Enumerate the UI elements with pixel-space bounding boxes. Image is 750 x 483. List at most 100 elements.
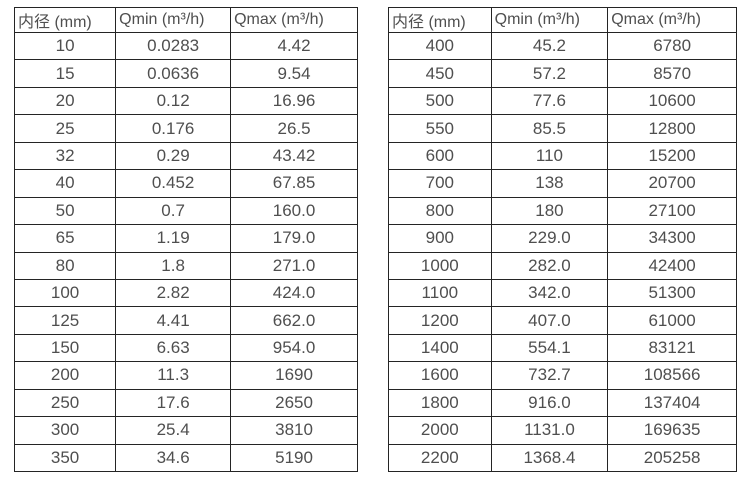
table-cell: 1000 — [388, 251, 492, 280]
table-cell: 110 — [490, 141, 609, 171]
table-cell: 83121 — [607, 333, 737, 363]
table-row: 65 1.19 179.0 — [13, 224, 358, 253]
table-row: 900 229.0 34300 — [388, 224, 737, 253]
table-cell: 0.12 — [115, 86, 232, 116]
table-row: 500 77.6 10600 — [388, 86, 737, 116]
table-cell: 1368.4 — [490, 443, 609, 473]
table-cell: 8570 — [607, 59, 737, 88]
table-cell: 2200 — [388, 443, 492, 473]
flow-spec-table-large-diameters: 内径 (mm) Qmin (m³/h) Qmax (m³/h) 400 45.2 6780… — [388, 7, 737, 473]
table-cell: 1131.0 — [490, 416, 609, 445]
table-row: 450 57.2 8570 — [388, 59, 737, 88]
table-cell: 700 — [388, 169, 492, 198]
table-cell: 10 — [13, 31, 117, 61]
table-row: 1200 407.0 61000 — [388, 306, 737, 335]
table-cell: 407.0 — [490, 306, 609, 335]
table-cell: 67.85 — [230, 169, 358, 198]
table-cell: 17.6 — [115, 388, 232, 418]
table-cell: 0.29 — [115, 141, 232, 171]
table-cell: 342.0 — [490, 278, 609, 308]
table-cell: 180 — [490, 196, 609, 226]
table-cell: 6.63 — [115, 333, 232, 363]
table-row: 1800 916.0 137404 — [388, 388, 737, 418]
table-cell: 916.0 — [490, 388, 609, 418]
table-cell: 2650 — [230, 388, 358, 418]
table-cell: 77.6 — [490, 86, 609, 116]
table-cell: 12800 — [607, 114, 737, 143]
table-cell: 27100 — [607, 196, 737, 226]
table-cell: 800 — [388, 196, 492, 226]
table-cell: 1.8 — [115, 251, 232, 280]
flow-spec-table-small-diameters: 内径 (mm) Qmin (m³/h) Qmax (m³/h) 10 0.0283 4.4… — [13, 7, 358, 473]
table-cell: 108566 — [607, 361, 737, 390]
table-cell: 0.7 — [115, 196, 232, 226]
table-cell: 15 — [13, 59, 117, 88]
table-row: 300 25.4 3810 — [13, 416, 358, 445]
table-row: 125 4.41 662.0 — [13, 306, 358, 335]
table-row: 1400 554.1 83121 — [388, 333, 737, 363]
table-cell: 20700 — [607, 169, 737, 198]
table-cell: 500 — [388, 86, 492, 116]
table-cell: 282.0 — [490, 251, 609, 280]
table-cell: 1800 — [388, 388, 492, 418]
table-cell: 229.0 — [490, 224, 609, 253]
table-cell: 550 — [388, 114, 492, 143]
table-row: 1000 282.0 42400 — [388, 251, 737, 280]
table-cell: 43.42 — [230, 141, 358, 171]
table-cell: 400 — [388, 31, 492, 61]
table-row: 40 0.452 67.85 — [13, 169, 358, 198]
table-cell: 85.5 — [490, 114, 609, 143]
table-cell: 200 — [13, 361, 117, 390]
table-cell: 0.0636 — [115, 59, 232, 88]
column-header: Qmax (m³/h) — [607, 7, 737, 33]
table-cell: 34.6 — [115, 443, 232, 473]
table-row: 350 34.6 5190 — [13, 443, 358, 473]
table-cell: 15200 — [607, 141, 737, 171]
table-cell: 0.0283 — [115, 31, 232, 61]
table-row: 800 180 27100 — [388, 196, 737, 226]
table-cell: 6780 — [607, 31, 737, 61]
table-cell: 300 — [13, 416, 117, 445]
table-cell: 138 — [490, 169, 609, 198]
table-cell: 662.0 — [230, 306, 358, 335]
table-row: 400 45.2 6780 — [388, 31, 737, 61]
table-cell: 65 — [13, 224, 117, 253]
table-row: 20 0.12 16.96 — [13, 86, 358, 116]
table-cell: 57.2 — [490, 59, 609, 88]
table-cell: 1100 — [388, 278, 492, 308]
table-cell: 50 — [13, 196, 117, 226]
column-header: 内径 (mm) — [13, 7, 117, 33]
table-cell: 9.54 — [230, 59, 358, 88]
table-cell: 4.41 — [115, 306, 232, 335]
table-cell: 954.0 — [230, 333, 358, 363]
table-row: 1100 342.0 51300 — [388, 278, 737, 308]
header-row: 内径 (mm) Qmin (m³/h) Qmax (m³/h) — [13, 7, 358, 33]
table-cell: 3810 — [230, 416, 358, 445]
column-header: 内径 (mm) — [388, 7, 492, 33]
table-row: 32 0.29 43.42 — [13, 141, 358, 171]
table-cell: 1.19 — [115, 224, 232, 253]
table-cell: 1200 — [388, 306, 492, 335]
table-cell: 125 — [13, 306, 117, 335]
table-cell: 350 — [13, 443, 117, 473]
table-cell: 20 — [13, 86, 117, 116]
table-cell: 179.0 — [230, 224, 358, 253]
table-cell: 34300 — [607, 224, 737, 253]
table-cell: 4.42 — [230, 31, 358, 61]
table-cell: 150 — [13, 333, 117, 363]
table-cell: 2.82 — [115, 278, 232, 308]
table-row: 100 2.82 424.0 — [13, 278, 358, 308]
table-cell: 732.7 — [490, 361, 609, 390]
table-row: 50 0.7 160.0 — [13, 196, 358, 226]
table-cell: 1600 — [388, 361, 492, 390]
table-row: 25 0.176 26.5 — [13, 114, 358, 143]
column-header: Qmin (m³/h) — [115, 7, 232, 33]
table-row: 80 1.8 271.0 — [13, 251, 358, 280]
table-row: 10 0.0283 4.42 — [13, 31, 358, 61]
table-cell: 554.1 — [490, 333, 609, 363]
header-row: 内径 (mm) Qmin (m³/h) Qmax (m³/h) — [388, 7, 737, 33]
table-cell: 0.452 — [115, 169, 232, 198]
table-cell: 26.5 — [230, 114, 358, 143]
table-cell: 11.3 — [115, 361, 232, 390]
